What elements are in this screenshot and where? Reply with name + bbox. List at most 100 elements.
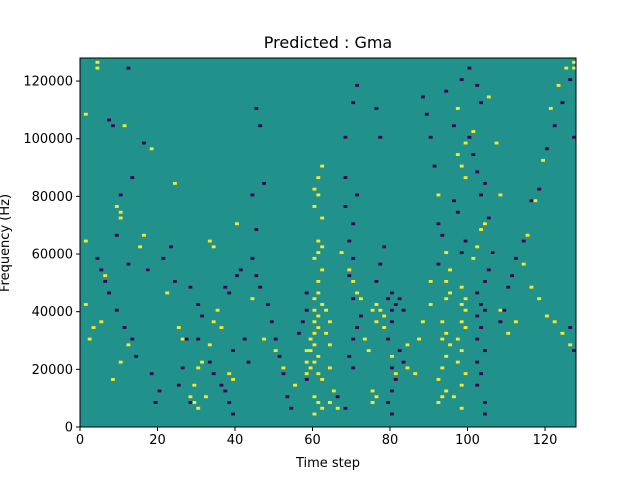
- heatmap-cell-high: [455, 153, 460, 157]
- heatmap-cell-high: [455, 107, 460, 110]
- heatmap-cell-high: [436, 377, 441, 381]
- heatmap-cell-low: [157, 389, 162, 393]
- y-tick-label: 20000: [32, 363, 73, 378]
- heatmap-cell-low: [421, 95, 425, 99]
- heatmap-cell-low: [521, 239, 526, 243]
- heatmap-cell-high: [312, 205, 317, 208]
- heatmap-cell-high: [328, 320, 332, 324]
- heatmap-cell-high: [444, 354, 449, 358]
- heatmap-cell-low: [382, 245, 387, 249]
- heatmap-cell-high: [533, 199, 538, 203]
- heatmap-cell-low: [432, 164, 437, 168]
- heatmap-cell-low: [483, 349, 487, 353]
- heatmap-cell-high: [316, 354, 321, 358]
- heatmap-cell-high: [444, 389, 449, 393]
- heatmap-cell-high: [95, 60, 100, 64]
- heatmap-cell-high: [215, 308, 220, 312]
- heatmap-cell-low: [103, 279, 108, 283]
- heatmap-cell-high: [335, 406, 340, 410]
- heatmap-cell-low: [250, 193, 255, 197]
- heatmap-cell-low: [475, 83, 480, 87]
- heatmap-cell-high: [281, 366, 286, 370]
- heatmap-cell-high: [320, 245, 325, 249]
- heatmap-cells: [83, 60, 576, 416]
- heatmap-cell-high: [173, 181, 177, 185]
- heatmap-cell-high: [459, 285, 464, 289]
- heatmap-cell-high: [316, 239, 321, 243]
- heatmap-cell-low: [475, 360, 480, 364]
- heatmap-cell-low: [537, 187, 542, 191]
- heatmap-cell-high: [355, 291, 359, 295]
- heatmap-cell-low: [223, 285, 228, 289]
- heatmap-cell-low: [568, 78, 573, 82]
- y-axis: 0 20000 40000 60000 80000 100000 120000: [23, 75, 80, 436]
- heatmap-cell-high: [320, 406, 325, 410]
- heatmap-cell-high: [370, 308, 375, 312]
- heatmap-cell-low: [506, 285, 511, 289]
- heatmap-cell-high: [304, 349, 309, 353]
- heatmap-cell-low: [262, 181, 266, 185]
- heatmap-cell-low: [374, 279, 379, 283]
- heatmap-cell-high: [324, 308, 328, 312]
- x-tick-label: 0: [76, 433, 84, 448]
- heatmap-cell-low: [258, 285, 263, 289]
- heatmap-cell-high: [312, 395, 317, 399]
- heatmap-cell-high: [521, 262, 526, 266]
- heatmap-cell-low: [196, 337, 201, 341]
- heatmap-cell-low: [343, 176, 348, 180]
- heatmap-cell-high: [444, 279, 449, 283]
- heatmap-cell-low: [479, 193, 483, 197]
- heatmap-cell-high: [405, 343, 410, 347]
- heatmap-cell-high: [506, 331, 511, 335]
- heatmap-cell-low: [269, 320, 274, 324]
- heatmap-cell-high: [204, 395, 208, 399]
- heatmap-cell-high: [459, 349, 464, 353]
- y-tick-label: 0: [65, 421, 73, 436]
- heatmap-cell-low: [254, 107, 259, 110]
- heatmap-cell-high: [207, 343, 212, 347]
- x-tick-label: 60: [304, 433, 321, 448]
- heatmap-cell-high: [227, 372, 232, 376]
- heatmap-cell-high: [479, 228, 483, 231]
- y-tick-label: 120000: [23, 75, 73, 90]
- heatmap-cell-low: [386, 337, 390, 341]
- heatmap-cell-low: [483, 181, 487, 185]
- heatmap-cell-high: [331, 389, 336, 393]
- heatmap-cell-low: [126, 262, 131, 266]
- heatmap-cell-low: [347, 239, 352, 243]
- y-tick-label: 60000: [32, 248, 73, 263]
- heatmap-cell-low: [343, 135, 348, 139]
- heatmap-cell-low: [351, 366, 356, 370]
- heatmap-cell-high: [211, 320, 216, 324]
- heatmap-cell-high: [111, 377, 115, 381]
- heatmap-cell-low: [471, 153, 476, 157]
- heatmap-cell-high: [382, 314, 387, 318]
- x-axis-label: Time step: [295, 456, 360, 471]
- heatmap-cell-high: [304, 372, 309, 376]
- heatmap-cell-high: [118, 210, 123, 214]
- heatmap-cell-high: [312, 256, 317, 260]
- heatmap-cell-low: [479, 101, 483, 105]
- x-tick-label: 120: [533, 433, 558, 448]
- heatmap-cell-low: [235, 274, 239, 278]
- heatmap-cell-low: [390, 389, 394, 393]
- heatmap-cell-low: [188, 285, 193, 289]
- heatmap-cell-high: [316, 372, 321, 376]
- heatmap-cell-low: [529, 199, 534, 203]
- heatmap-cell-low: [347, 274, 352, 278]
- heatmap-cell-low: [107, 118, 111, 122]
- heatmap-cell-low: [196, 303, 201, 306]
- heatmap-cell-low: [393, 377, 398, 381]
- heatmap-cell-low: [231, 349, 235, 353]
- heatmap-cell-low: [207, 360, 212, 364]
- heatmap-cell-low: [238, 268, 243, 272]
- heatmap-cell-low: [246, 360, 251, 364]
- heatmap-cell-high: [180, 337, 185, 341]
- heatmap-cell-low: [266, 303, 270, 306]
- heatmap-cell-high: [99, 320, 104, 324]
- heatmap-cell-low: [378, 135, 383, 139]
- heatmap-cell-low: [289, 406, 294, 410]
- heatmap-cell-high: [316, 291, 321, 295]
- heatmap-cell-high: [308, 337, 313, 341]
- heatmap-cell-low: [126, 66, 131, 70]
